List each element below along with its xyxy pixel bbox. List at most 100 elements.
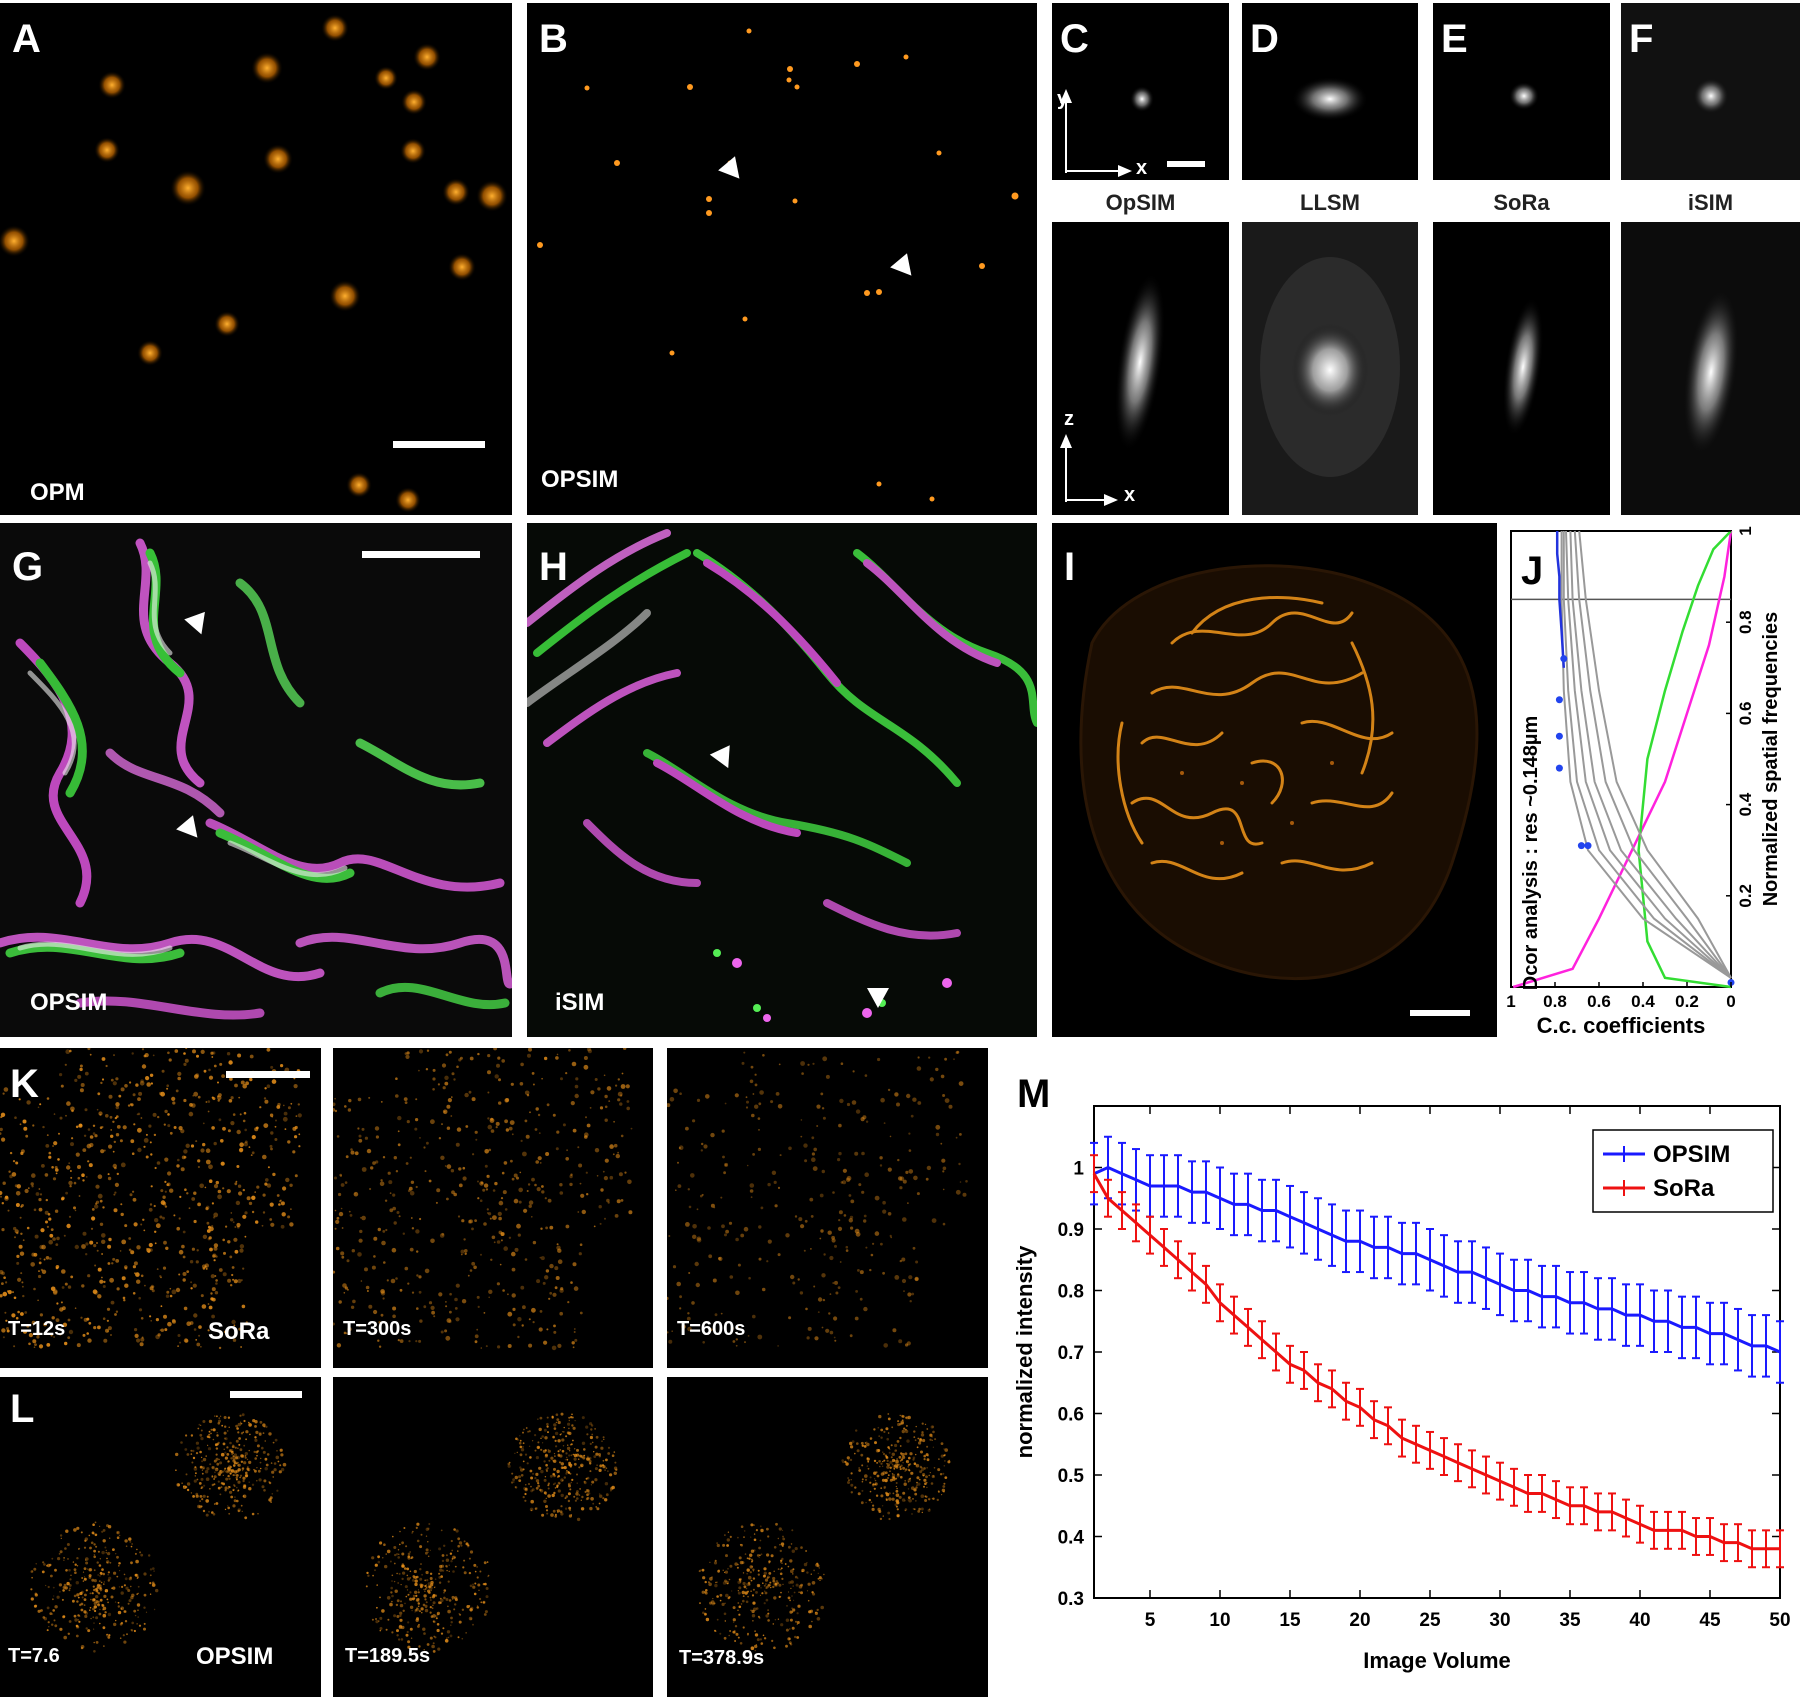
speckle-group: [333, 1048, 633, 1351]
y-tick-label: 1: [1736, 526, 1755, 535]
y-tick-label: 0.9: [1058, 1220, 1084, 1241]
panel-e-top: E: [1433, 3, 1610, 180]
panel-k-letter: K: [10, 1062, 39, 1106]
panel-h-label: iSIM: [555, 989, 605, 1016]
y-tick-label: 0.6: [1058, 1405, 1084, 1426]
axis-z-label: z: [1064, 408, 1074, 430]
x-tick-label: 0.2: [1675, 992, 1699, 1011]
panel-k-frame-1-image: [0, 1048, 302, 1350]
axis-x-label: x: [1124, 484, 1136, 506]
panel-a-image: [0, 14, 508, 513]
panel-a-letter: A: [12, 17, 41, 61]
panel-k-frame-1: K T=12s SoRa: [0, 1048, 321, 1368]
panel-g-letter: G: [12, 545, 44, 589]
legend-label: SoRa: [1653, 1175, 1715, 1202]
panel-c-top: C y x: [1052, 3, 1229, 180]
panel-h-letter: H: [539, 545, 568, 589]
x-tick-label: 30: [1489, 1610, 1510, 1631]
panel-l-time-3: T=378.9s: [679, 1647, 765, 1669]
panel-h-image: [527, 529, 1037, 1022]
panel-b-letter: B: [539, 17, 568, 61]
peak-point-3: [1555, 764, 1563, 772]
panel-k-frame-3-image: [667, 1050, 968, 1348]
panel-m-chart: 5 10 15 20 25 30 35 40 45 50 0.3 0.4 0.5 0.6 0.7 0.8 0.9…: [1012, 1105, 1791, 1673]
scale-bar: [1410, 1010, 1470, 1016]
panel-l-frame-2: T=189.5s: [333, 1377, 653, 1697]
x-tick-label: 0.6: [1587, 992, 1611, 1011]
x-axis-label: Image Volume: [1363, 1648, 1511, 1673]
panel-l-frame-3: T=378.9s: [667, 1377, 988, 1697]
axis-x-label: x: [1136, 157, 1148, 179]
x-tick-label: 0: [1726, 992, 1735, 1011]
panel-j: 1 0.8 0.6 0.4 0.2 0 0.2 0.4 0.6 0.8 1 C.c. coeffici…: [1497, 523, 1800, 1043]
peak-point-4: [1577, 842, 1585, 850]
y-tick-label: 0.4: [1058, 1528, 1085, 1549]
x-tick-label: 0.8: [1543, 992, 1567, 1011]
peak-point-5: [1584, 842, 1592, 850]
panel-m: 5 10 15 20 25 30 35 40 45 50 0.3 0.4 0.5 0.6 0.7 0.8 0.9…: [1000, 1048, 1800, 1700]
panel-f-bottom-image: [1682, 287, 1740, 457]
panel-d-bottom-image: [1260, 257, 1400, 477]
series-line-0: [1512, 530, 1733, 989]
series-line-5: [1569, 530, 1732, 979]
y-tick-label: 0.8: [1058, 1282, 1084, 1303]
series-line-2: [1560, 531, 1732, 979]
panel-k-time-2: T=300s: [343, 1318, 412, 1340]
x-tick-label: 20: [1349, 1610, 1370, 1631]
speckle-group: [667, 1050, 968, 1348]
y-tick-label: 0.5: [1058, 1466, 1085, 1487]
panel-l-time-1: T=7.6: [8, 1645, 60, 1667]
panel-k-frame-2: T=300s: [333, 1048, 653, 1368]
peak-point-0: [1560, 655, 1568, 663]
panel-b-image: [537, 28, 1019, 502]
series-line-3: [1562, 531, 1732, 979]
caption-sora: SoRa: [1493, 190, 1550, 215]
panel-d-letter: D: [1250, 17, 1279, 61]
panel-f-top: F: [1621, 3, 1800, 180]
speckle-group: [698, 1413, 951, 1652]
x-tick-label: 10: [1209, 1610, 1230, 1631]
legend-label: OPSIM: [1653, 1141, 1730, 1168]
x-tick-label: 15: [1279, 1610, 1301, 1631]
x-axis-label: C.c. coefficients: [1537, 1013, 1706, 1038]
panel-l-frame-3-image: [698, 1413, 951, 1652]
panel-l-frame-1: L T=7.6 OPSIM: [0, 1377, 321, 1697]
panel-d-top-image: [1292, 77, 1368, 121]
panel-j-chart: 1 0.8 0.6 0.4 0.2 0 0.2 0.4 0.6 0.8 1 C.c. coeffici…: [1506, 526, 1782, 1038]
panel-l-letter: L: [10, 1387, 35, 1431]
y-tick-label: 0.2: [1736, 884, 1755, 908]
y-tick-label: 0.7: [1058, 1343, 1084, 1364]
panel-k-frame-2-image: [333, 1048, 633, 1351]
panel-d-bottom: [1242, 222, 1418, 515]
panel-c-bottom: z x: [1052, 222, 1229, 515]
panel-c-top-image: [1060, 86, 1154, 177]
x-tick-label: 1: [1506, 992, 1515, 1011]
dcor-analysis-label: Dcor analysis : res ~0.148µm: [1520, 716, 1542, 990]
panel-g: G OPSIM: [0, 523, 512, 1037]
speckle-group: [365, 1412, 618, 1653]
panel-c-letter: C: [1060, 17, 1089, 61]
scale-bar: [393, 441, 485, 448]
panel-d-top: D: [1242, 3, 1418, 180]
x-tick-label: 40: [1629, 1610, 1650, 1631]
y-axis-label: Normalized spatial frequencies: [1760, 612, 1782, 907]
panel-e-letter: E: [1441, 17, 1468, 61]
panel-f-letter: F: [1629, 17, 1654, 61]
caption-llsm: LLSM: [1300, 190, 1360, 215]
panel-i-image: [1079, 564, 1479, 980]
scale-bar: [1167, 161, 1205, 167]
panel-l-label: OPSIM: [196, 1643, 274, 1670]
y-tick-label: 0.6: [1736, 702, 1755, 726]
y-tick-label: 0.4: [1736, 792, 1755, 816]
panel-c-bottom-image: [1060, 272, 1166, 506]
panel-k-frame-3: T=600s: [667, 1048, 988, 1368]
plot-area: [1510, 530, 1732, 988]
panel-i-letter: I: [1064, 545, 1076, 589]
panel-e-top-image: [1509, 82, 1539, 110]
y-axis-label: normalized intensity: [1012, 1245, 1037, 1458]
series-line-8: [1555, 531, 1566, 668]
caption-isim: iSIM: [1687, 190, 1734, 215]
panel-f-top-image: [1693, 78, 1729, 114]
panel-e-bottom-image: [1502, 297, 1544, 437]
speckle-group: [30, 1413, 287, 1653]
